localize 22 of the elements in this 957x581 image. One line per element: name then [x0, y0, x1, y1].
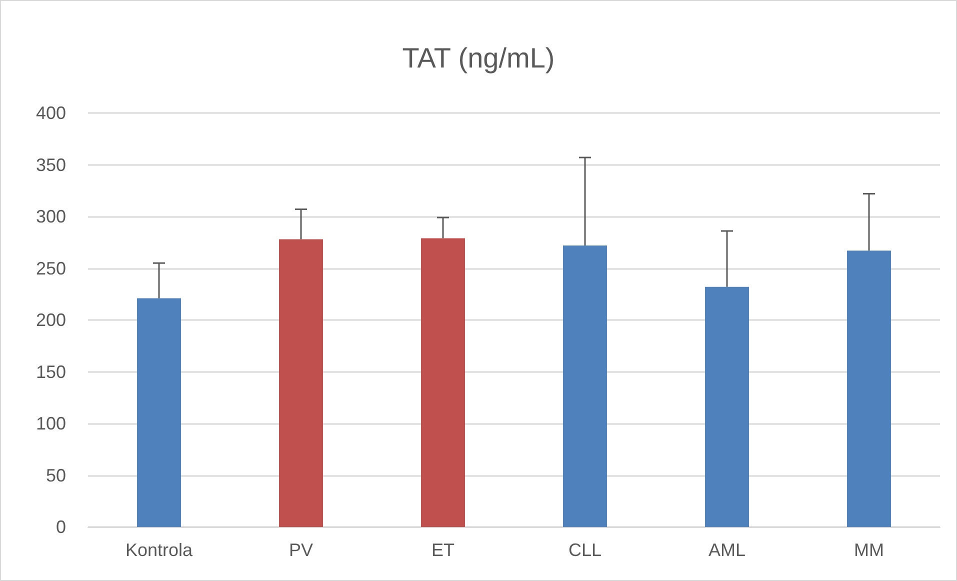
x-tick-label: PV [288, 540, 314, 560]
x-tick-label: Kontrola [125, 540, 194, 560]
bar [704, 286, 750, 527]
y-tick-label: 200 [36, 310, 66, 330]
chart-title: TAT (ng/mL) [402, 42, 555, 74]
y-tick-label: 250 [36, 258, 66, 278]
y-tick-label: 350 [36, 154, 66, 175]
bar [420, 238, 466, 527]
bar [136, 298, 182, 527]
y-tick-label: 150 [36, 362, 66, 382]
y-tick-label: 300 [36, 206, 66, 226]
y-tick-label: 0 [56, 517, 66, 537]
y-tick-label: 400 [36, 103, 66, 123]
bar [846, 250, 892, 527]
x-tick-label: AML [708, 540, 746, 560]
x-tick-label: CLL [568, 540, 602, 560]
y-tick-label: 100 [36, 414, 66, 434]
bar [562, 245, 608, 527]
x-tick-label: MM [854, 540, 884, 560]
y-tick-label: 50 [46, 465, 66, 486]
x-tick-label: ET [431, 540, 455, 560]
bar [278, 239, 324, 527]
